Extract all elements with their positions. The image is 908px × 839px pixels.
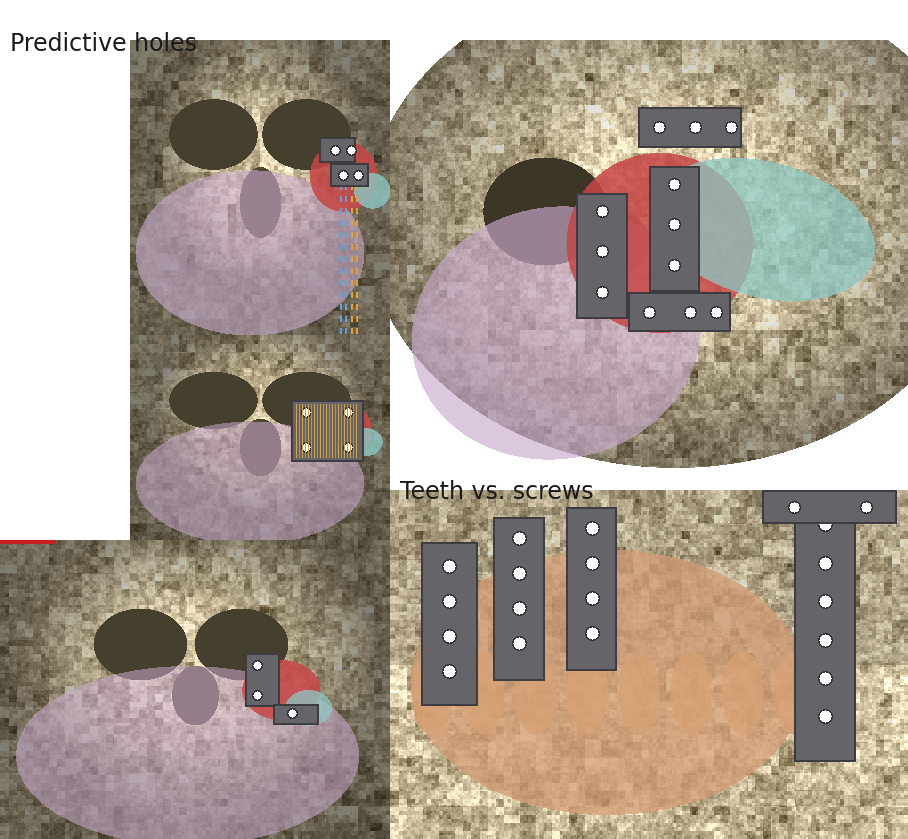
Text: Teeth vs. screws: Teeth vs. screws (400, 480, 594, 504)
Text: Predictive holes: Predictive holes (10, 32, 197, 56)
